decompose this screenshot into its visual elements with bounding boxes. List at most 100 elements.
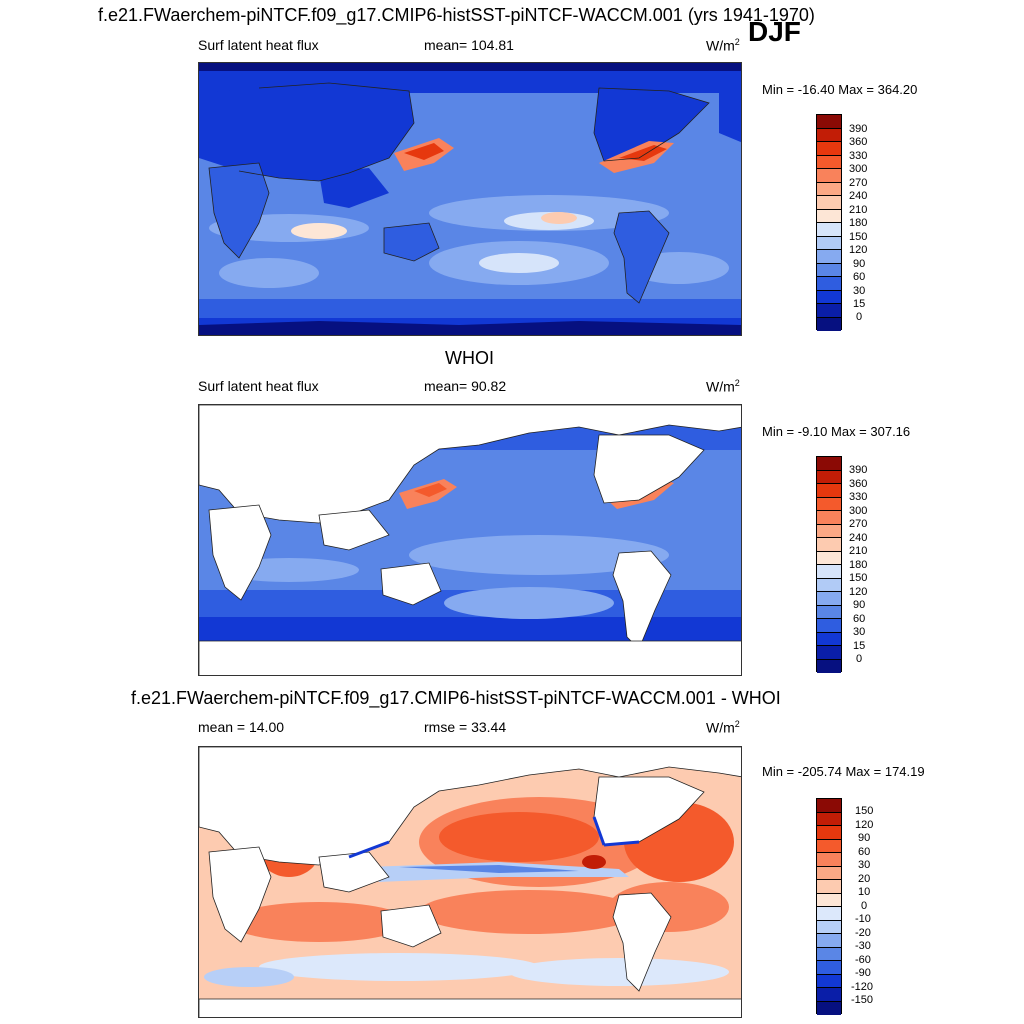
colorbar-tick: 330 [849,491,868,503]
colorbar-tick: 0 [856,653,863,665]
colorbar-tick: 240 [849,532,868,544]
colorbar-segment [817,893,841,907]
colorbar-tick: -30 [855,940,871,952]
colorbar-segment [817,605,841,619]
colorbar-tick: 15 [853,298,866,310]
colorbar-tick: 90 [853,258,866,270]
panel3-rmse: rmse = 33.44 [424,719,507,735]
colorbar-tick: 120 [855,819,874,831]
colorbar-tick: -60 [855,954,871,966]
colorbar-tick: 180 [849,217,868,229]
colorbar-tick: 300 [849,505,868,517]
panel2-variable: Surf latent heat flux [198,378,319,394]
colorbar-segment [817,853,841,867]
colorbar-tick: 330 [849,150,868,162]
colorbar-segment [817,826,841,840]
colorbar-tick: 390 [849,123,868,135]
colorbar-tick: 210 [849,545,868,557]
panel2-title: WHOI [445,348,494,368]
colorbar-segment [817,880,841,894]
panel1-minmax: Min = -16.40 Max = 364.20 [762,82,918,97]
colorbar-segment [817,799,841,813]
colorbar-tick: 360 [849,478,868,490]
colorbar-tick: -90 [855,967,871,979]
colorbar-tick: 10 [858,886,871,898]
colorbar-segment [817,484,841,498]
colorbar-tick: 90 [858,832,871,844]
colorbar-segment [817,920,841,934]
panel1-title: f.e21.FWaerchem-piNTCF.f09_g17.CMIP6-his… [98,5,815,25]
colorbar-segment [817,457,841,471]
colorbar-tick: 120 [849,586,868,598]
colorbar-segment [817,497,841,511]
colorbar-tick: 240 [849,190,868,202]
colorbar-tick: 60 [853,613,866,625]
colorbar-tick: -10 [855,913,871,925]
colorbar-segment [817,223,841,237]
colorbar-tick: 0 [861,900,868,912]
colorbar-segment [817,128,841,142]
colorbar-tick: -150 [851,994,874,1006]
colorbar-tick: 150 [849,231,868,243]
colorbar-segment [817,290,841,304]
colorbar-segment [817,866,841,880]
colorbar-segment [817,115,841,129]
panel3-title: f.e21.FWaerchem-piNTCF.f09_g17.CMIP6-his… [131,688,781,708]
colorbar-segment [817,947,841,961]
colorbar-tick: 270 [849,177,868,189]
panel3-units: W/m2 [706,719,740,736]
colorbar-segment [817,155,841,169]
panel3-map [198,746,742,1018]
colorbar-segment [817,578,841,592]
colorbar-segment [817,277,841,291]
colorbar-tick: 300 [849,163,868,175]
colorbar-segment [817,632,841,646]
colorbar-segment [817,1001,841,1015]
colorbar-segment [817,988,841,1002]
colorbar-segment [817,646,841,660]
panel3-colorbar [816,798,842,1015]
colorbar-segment [817,565,841,579]
panel2-units: W/m2 [706,378,740,395]
colorbar-tick: 15 [853,640,866,652]
panel2-map [198,404,742,676]
colorbar-tick: 20 [858,873,871,885]
colorbar-tick: -120 [851,981,874,993]
colorbar-segment [817,317,841,331]
colorbar-segment [817,659,841,673]
colorbar-tick: 360 [849,136,868,148]
colorbar-segment [817,263,841,277]
colorbar-segment [817,236,841,250]
colorbar-segment [817,551,841,565]
colorbar-tick: 150 [855,805,874,817]
colorbar-tick: 150 [849,572,868,584]
panel1-mean: mean= 104.81 [424,37,514,53]
panel1-colorbar [816,114,842,331]
colorbar-segment [817,209,841,223]
colorbar-tick: 120 [849,244,868,256]
panel2-colorbar [816,456,842,673]
colorbar-tick: -20 [855,927,871,939]
colorbar-segment [817,304,841,318]
colorbar-tick: 30 [853,626,866,638]
colorbar-segment [817,182,841,196]
colorbar-segment [817,524,841,538]
panel2-minmax: Min = -9.10 Max = 307.16 [762,424,911,439]
colorbar-tick: 390 [849,464,868,476]
season-label: DJF [748,16,801,47]
colorbar-tick: 60 [853,271,866,283]
colorbar-segment [817,196,841,210]
colorbar-tick: 90 [853,599,866,611]
colorbar-segment [817,961,841,975]
colorbar-segment [817,250,841,264]
colorbar-segment [817,934,841,948]
colorbar-segment [817,470,841,484]
colorbar-segment [817,592,841,606]
colorbar-tick: 180 [849,559,868,571]
panel3-mean: mean = 14.00 [198,719,285,735]
colorbar-segment [817,974,841,988]
panel1-map [198,62,742,336]
colorbar-segment [817,169,841,183]
colorbar-tick: 270 [849,518,868,530]
colorbar-segment [817,538,841,552]
